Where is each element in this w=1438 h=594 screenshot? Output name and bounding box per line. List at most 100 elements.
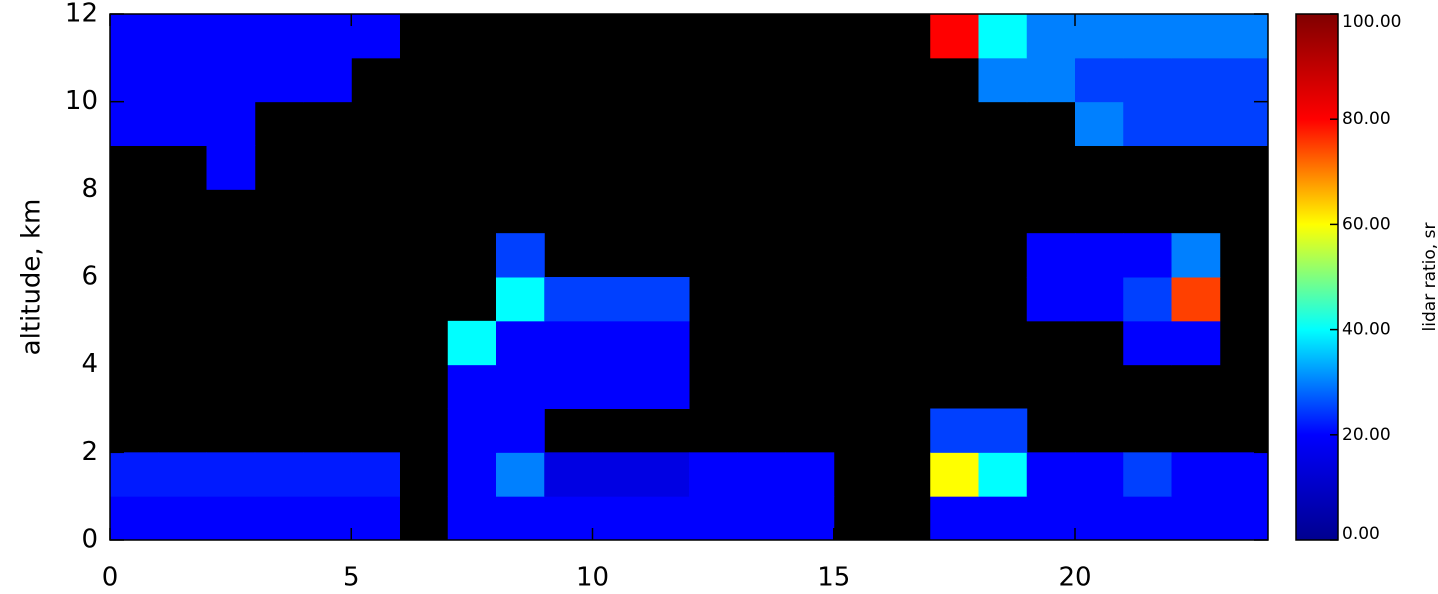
heatmap-cell [158, 452, 207, 497]
heatmap-cell [447, 408, 497, 453]
heatmap-cell [1123, 101, 1172, 146]
heatmap-cell [592, 496, 642, 541]
heatmap-cell [496, 320, 545, 366]
heatmap-cell [158, 101, 207, 146]
heatmap-cell [110, 101, 159, 146]
heatmap-cell [1171, 101, 1221, 146]
heatmap-cell [351, 452, 400, 497]
heatmap-cell [254, 452, 304, 497]
heatmap-cell [1123, 233, 1172, 278]
colorbar [1295, 13, 1339, 541]
heatmap-cell [592, 277, 642, 322]
heatmap-cell [303, 14, 352, 59]
heatmap-cell [1123, 320, 1172, 366]
heatmap-cell [303, 57, 352, 103]
colorbar-tick-label: 0.00 [1342, 524, 1380, 544]
heatmap-cell [110, 452, 159, 497]
heatmap-cell [206, 145, 256, 190]
colorbar-tick-label: 100.00 [1342, 12, 1401, 32]
colorbar-tick-label: 80.00 [1342, 109, 1391, 129]
heatmap-cell [447, 452, 497, 497]
heatmap-cell [254, 57, 304, 103]
heatmap-cell [785, 496, 835, 541]
heatmap-cell [110, 14, 159, 59]
heatmap-cell [303, 452, 352, 497]
heatmap-cell [1075, 57, 1124, 103]
heatmap-cell [1075, 14, 1124, 59]
heatmap-cell [496, 277, 545, 322]
heatmap-cell [110, 496, 159, 541]
y-tick-label: 10 [65, 86, 98, 116]
heatmap-cell [544, 496, 593, 541]
heatmap-cell [1219, 101, 1269, 146]
colorbar-tick-label: 60.00 [1342, 214, 1391, 234]
heatmap-cell [1171, 320, 1221, 366]
heatmap-cell [544, 277, 593, 322]
heatmap-cell [737, 452, 786, 497]
heatmap-cell [496, 496, 545, 541]
heatmap-cell [1123, 277, 1172, 322]
heatmap-cell [640, 277, 690, 322]
heatmap-cell [1026, 277, 1076, 322]
heatmap-cell [158, 496, 207, 541]
heatmap-cell [1075, 233, 1124, 278]
heatmap-cell [978, 408, 1028, 453]
y-tick-label: 2 [81, 437, 98, 467]
heatmap-cell [447, 364, 497, 409]
heatmap-cell [544, 452, 593, 497]
heatmap-cell [978, 496, 1028, 541]
heatmap-cell [592, 364, 642, 409]
heatmap-cell [1171, 57, 1221, 103]
heatmap-cell [1075, 101, 1124, 146]
heatmap-cell [689, 452, 738, 497]
heatmap-cell [1075, 277, 1124, 322]
colorbar-label: lidar ratio, sr [1420, 223, 1438, 332]
heatmap-cell [1171, 452, 1221, 497]
heatmap-cell [1026, 452, 1076, 497]
heatmap-cell [496, 364, 545, 409]
heatmap-cell [447, 320, 497, 366]
heatmap-cell [1123, 57, 1172, 103]
heatmap-cell [592, 320, 642, 366]
heatmap-cell [206, 101, 256, 146]
heatmap-cell [1171, 233, 1221, 278]
heatmap-cell [930, 14, 979, 59]
heatmap-cell [158, 57, 207, 103]
heatmap-cell [1075, 496, 1124, 541]
heatmap-cell [496, 233, 545, 278]
heatmap-cell [930, 496, 979, 541]
heatmap-cell [110, 57, 159, 103]
colorbar-tick-label: 20.00 [1342, 425, 1391, 445]
x-tick-label: 0 [102, 563, 119, 593]
heatmap-cell [640, 452, 690, 497]
heatmap-cell [1123, 14, 1172, 59]
heatmap-cell [592, 452, 642, 497]
heatmap-cell [640, 364, 690, 409]
heatmap-cell [1026, 496, 1076, 541]
heatmap-cell [1123, 496, 1172, 541]
heatmap-cell [206, 57, 256, 103]
heatmap-cell [496, 408, 545, 453]
heatmap-cell [1219, 452, 1269, 497]
heatmap-cell [930, 452, 979, 497]
heatmap-cell [640, 496, 690, 541]
heatmap-cell [1026, 57, 1076, 103]
colorbar-tick-label: 40.00 [1342, 320, 1391, 340]
heatmap-cell [496, 452, 545, 497]
heatmap-cell [1171, 277, 1221, 322]
y-axis-label: altitude, km [17, 199, 47, 356]
heatmap-cell [206, 14, 256, 59]
heatmap-cell [351, 14, 400, 59]
heatmap-cell [1171, 14, 1221, 59]
x-tick-label: 5 [343, 563, 360, 593]
heatmap-cell [206, 496, 256, 541]
heatmap-cell [1219, 57, 1269, 103]
heatmap-cell [1219, 496, 1269, 541]
heatmap-cell [689, 496, 738, 541]
y-tick-label: 6 [81, 262, 98, 292]
heatmap-cell [978, 14, 1028, 59]
heatmap-cell [254, 14, 304, 59]
heatmap-cell [978, 452, 1028, 497]
heatmap-cell [206, 452, 256, 497]
